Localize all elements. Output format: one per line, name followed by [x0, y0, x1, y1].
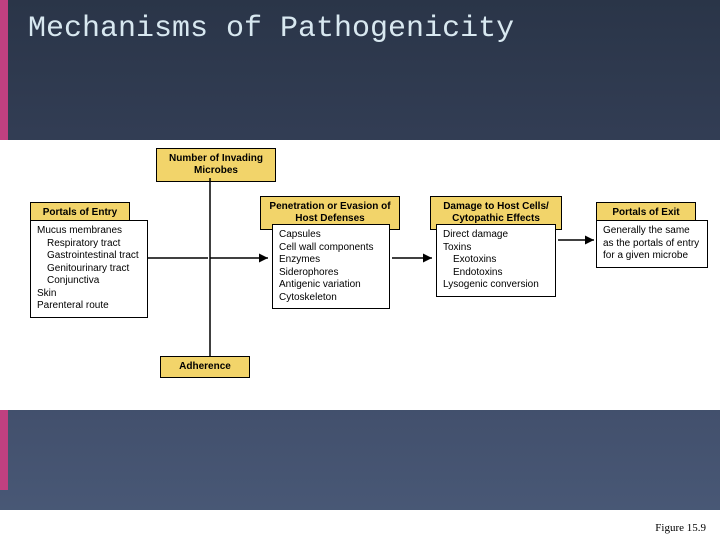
figure-caption: Figure 15.9	[655, 522, 706, 534]
node-body-damage: Direct damage Toxins Exotoxins Endotoxin…	[436, 224, 556, 297]
node-body-portals-entry: Mucus membranes Respiratory tract Gastro…	[30, 220, 148, 318]
caption-strip: Figure 15.9	[0, 510, 720, 540]
node-header-number-microbes: Number of Invading Microbes	[156, 148, 276, 182]
page-title: Mechanisms of Pathogenicity	[28, 12, 514, 46]
node-body-portals-exit: Generally the same as the portals of ent…	[596, 220, 708, 268]
node-header-adherence: Adherence	[160, 356, 250, 378]
flowchart-diagram: Portals of Entry Mucus membranes Respira…	[0, 140, 720, 410]
node-body-penetration: Capsules Cell wall components Enzymes Si…	[272, 224, 390, 309]
